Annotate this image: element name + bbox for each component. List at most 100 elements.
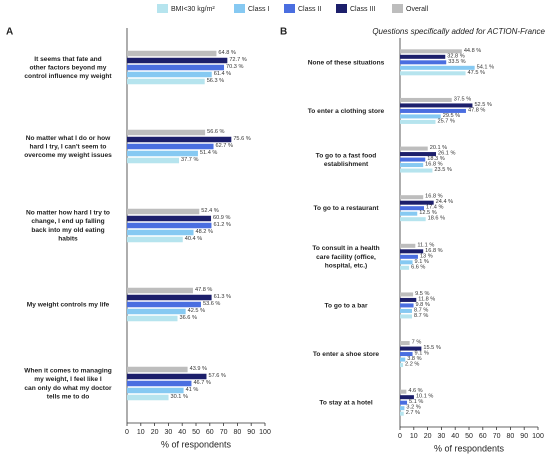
value-label: 51.4 % bbox=[200, 150, 217, 156]
bar bbox=[400, 163, 424, 168]
x-tick-label: 50 bbox=[465, 433, 473, 440]
x-tick-label: 70 bbox=[220, 429, 228, 436]
legend-label: Overall bbox=[406, 6, 429, 13]
bar bbox=[400, 395, 414, 400]
value-label: 62.7 % bbox=[216, 143, 233, 149]
bar bbox=[127, 287, 193, 294]
category-label: It seems that fate and other factors beyo… bbox=[24, 56, 112, 80]
bar bbox=[127, 229, 194, 236]
value-label: 52.5 % bbox=[474, 102, 491, 108]
value-label: 8.7 % bbox=[414, 313, 428, 319]
bar bbox=[127, 64, 225, 71]
value-label: 9.8 % bbox=[416, 302, 430, 308]
bar bbox=[400, 119, 436, 124]
bar bbox=[127, 57, 228, 64]
x-tick-label: 0 bbox=[125, 429, 129, 436]
legend-label: Class I bbox=[248, 6, 269, 13]
value-label: 18.6 % bbox=[428, 216, 445, 222]
value-label: 57.6 % bbox=[208, 373, 225, 379]
bar bbox=[400, 200, 434, 205]
category-label: None of these situations bbox=[308, 59, 385, 66]
bar bbox=[400, 49, 462, 54]
value-label: 41 % bbox=[186, 387, 199, 393]
value-label: 18.3 % bbox=[427, 156, 444, 162]
bar bbox=[400, 114, 441, 119]
bar bbox=[400, 292, 414, 297]
value-label: 9.1 % bbox=[415, 351, 429, 357]
value-label: 11.1 % bbox=[417, 242, 434, 248]
legend-swatch bbox=[157, 4, 168, 13]
x-tick-label: 10 bbox=[137, 429, 145, 436]
bar bbox=[400, 357, 406, 362]
value-label: 9.1 % bbox=[415, 259, 429, 265]
category-label: To go to a restaurant bbox=[313, 205, 379, 212]
x-tick-label: 20 bbox=[424, 433, 432, 440]
value-label: 61.4 % bbox=[214, 71, 231, 77]
value-label: 3.2 % bbox=[406, 405, 420, 411]
category-label: No matter what I do or how hard I try, I … bbox=[24, 135, 112, 159]
value-label: 33.5 % bbox=[448, 59, 465, 65]
panel-label: B bbox=[280, 27, 287, 38]
bar bbox=[127, 236, 183, 243]
bar bbox=[400, 168, 433, 173]
legend-swatch bbox=[234, 4, 245, 13]
value-label: 64.8 % bbox=[218, 50, 235, 56]
bar bbox=[127, 380, 192, 387]
value-label: 23.5 % bbox=[434, 167, 451, 173]
bar bbox=[127, 71, 212, 78]
bar bbox=[400, 206, 425, 211]
bar bbox=[400, 363, 404, 368]
x-tick-label: 50 bbox=[192, 429, 200, 436]
bar bbox=[400, 314, 413, 319]
value-label: 24.4 % bbox=[436, 199, 453, 205]
value-label: 44.8 % bbox=[464, 48, 481, 54]
bar bbox=[400, 389, 407, 394]
subtitle: Questions specifically added for ACTION-… bbox=[372, 27, 545, 36]
bar bbox=[127, 308, 186, 315]
value-label: 32.8 % bbox=[447, 53, 464, 59]
category-label: No matter how hard I try to change, I end… bbox=[26, 209, 110, 242]
value-label: 16.8 % bbox=[425, 162, 442, 168]
bar bbox=[400, 352, 413, 357]
value-label: 61.3 % bbox=[214, 294, 231, 300]
category-label: My weight controls my life bbox=[27, 301, 110, 308]
bar bbox=[127, 150, 198, 157]
bar bbox=[400, 308, 413, 313]
value-label: 46.7 % bbox=[193, 380, 210, 386]
x-tick-label: 60 bbox=[206, 429, 214, 436]
bar bbox=[400, 243, 416, 248]
value-label: 25.7 % bbox=[437, 118, 454, 124]
bar bbox=[127, 50, 217, 57]
value-label: 60.9 % bbox=[213, 215, 230, 221]
value-label: 36.6 % bbox=[180, 315, 197, 321]
x-tick-label: 20 bbox=[151, 429, 159, 436]
category-label: To go to a fast food establishment bbox=[316, 152, 377, 168]
x-tick-label: 80 bbox=[507, 433, 515, 440]
category-label: To enter a shoe store bbox=[313, 351, 380, 358]
value-label: 72.7 % bbox=[229, 57, 246, 63]
bar bbox=[127, 215, 212, 222]
bar bbox=[400, 54, 446, 59]
category-label: To stay at a hotel bbox=[319, 399, 373, 406]
x-tick-label: 30 bbox=[165, 429, 173, 436]
value-label: 12.5 % bbox=[419, 210, 436, 216]
value-label: 6.6 % bbox=[411, 264, 425, 270]
legend-label: Class III bbox=[350, 6, 375, 13]
legend-swatch bbox=[392, 4, 403, 13]
value-label: 53.6 % bbox=[203, 301, 220, 307]
bar bbox=[127, 157, 180, 164]
value-label: 54.1 % bbox=[477, 64, 494, 70]
legend-swatch bbox=[336, 4, 347, 13]
bar bbox=[127, 366, 188, 373]
x-tick-label: 90 bbox=[247, 429, 255, 436]
legend-label: Class II bbox=[298, 6, 321, 13]
value-label: 47.8 % bbox=[195, 287, 212, 293]
value-label: 2.2 % bbox=[405, 362, 419, 368]
value-label: 7 % bbox=[412, 340, 422, 346]
x-axis-label: % of respondents bbox=[434, 443, 505, 453]
bar bbox=[400, 265, 410, 270]
bar bbox=[400, 260, 413, 265]
x-tick-label: 60 bbox=[479, 433, 487, 440]
bar bbox=[400, 97, 452, 102]
